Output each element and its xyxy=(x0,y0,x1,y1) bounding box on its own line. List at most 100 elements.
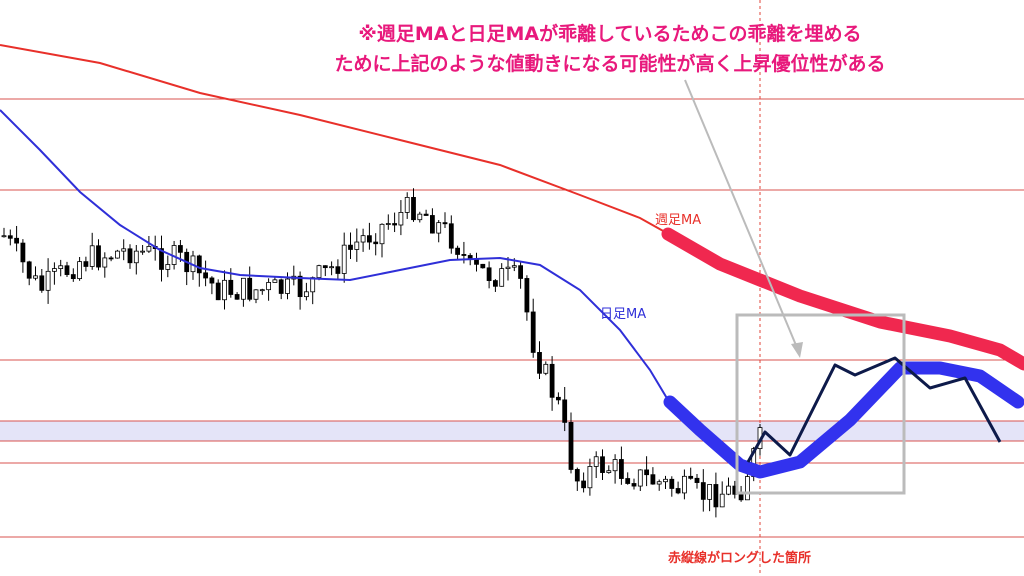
candle-body xyxy=(411,197,416,221)
candle-body xyxy=(373,241,379,245)
candle-body xyxy=(549,363,555,398)
candle-body xyxy=(215,282,221,301)
candle-body xyxy=(1,235,7,238)
candle-body xyxy=(499,268,505,287)
candle-body xyxy=(234,294,240,300)
candle-body xyxy=(631,483,637,487)
candle-body xyxy=(530,311,536,353)
candle-body xyxy=(429,215,435,234)
candle-body xyxy=(177,245,183,253)
candle-body xyxy=(121,248,127,252)
candle-body xyxy=(64,265,70,275)
candle-body xyxy=(511,265,517,268)
candle-body xyxy=(366,235,372,243)
candle-body xyxy=(644,469,649,476)
candle-body xyxy=(253,289,259,300)
candle-body xyxy=(329,266,335,269)
candle-body xyxy=(385,223,391,225)
candle-body xyxy=(83,261,89,267)
candle-body xyxy=(562,399,568,423)
annotation-line: ために上記のような値動きになる可能性が高く上昇優位性がある xyxy=(334,52,885,75)
candle-body xyxy=(20,242,26,263)
candle-body xyxy=(14,237,20,244)
candle-body xyxy=(310,277,316,293)
candle-body xyxy=(146,246,152,252)
zone-band xyxy=(0,421,1024,441)
candle-body xyxy=(392,223,398,226)
candle-body xyxy=(537,352,542,374)
horizontal-lines xyxy=(0,98,1024,538)
candle-body xyxy=(675,488,681,494)
candle-body xyxy=(404,197,410,213)
candle-body xyxy=(259,289,265,292)
candle-body xyxy=(656,481,662,485)
candle-body xyxy=(455,247,461,255)
candle-body xyxy=(682,475,687,494)
entry-label: 赤縦線がロングした箇所 xyxy=(668,550,811,566)
candle-body xyxy=(600,456,605,473)
candle-body xyxy=(102,257,108,268)
candle-body xyxy=(417,213,423,221)
candle-body xyxy=(694,477,700,483)
candles xyxy=(1,188,763,518)
candle-body xyxy=(436,222,442,234)
candle-body xyxy=(688,475,694,479)
candle-body xyxy=(45,270,51,291)
candle-body xyxy=(745,476,750,501)
candle-body xyxy=(89,245,95,267)
arrow-shaft xyxy=(684,79,799,351)
focus-box xyxy=(735,313,906,495)
candle-body xyxy=(297,275,303,298)
candle-body xyxy=(719,493,725,508)
candle-body xyxy=(159,248,164,270)
candle-body xyxy=(593,456,599,467)
candle-body xyxy=(77,261,82,280)
weekly-ma-label: 週足MA xyxy=(655,213,701,228)
candle-body xyxy=(619,459,624,479)
candle-body xyxy=(33,275,38,279)
candle-body xyxy=(612,459,618,472)
candle-body xyxy=(39,275,45,291)
candle-body xyxy=(360,235,366,243)
candle-body xyxy=(348,244,353,250)
candle-body xyxy=(303,291,309,298)
candle-body xyxy=(127,248,133,264)
daily-ma-line xyxy=(0,109,669,401)
candle-body xyxy=(524,278,530,313)
candle-body xyxy=(707,484,712,500)
candle-body xyxy=(247,277,253,300)
weekly-ma-line xyxy=(0,44,666,233)
candle-body xyxy=(738,493,744,501)
candle-body xyxy=(228,279,234,295)
candle-body xyxy=(266,282,272,291)
candle-body xyxy=(581,480,586,489)
candle-body xyxy=(587,466,593,489)
candle-body xyxy=(486,267,492,281)
candle-body xyxy=(165,264,171,270)
candle-body xyxy=(108,257,114,260)
candle-body xyxy=(316,265,322,278)
candle-body xyxy=(505,266,511,269)
candle-body xyxy=(556,396,561,401)
candle-body xyxy=(467,255,473,259)
candle-body xyxy=(726,485,731,495)
candle-body xyxy=(543,363,549,374)
candle-body xyxy=(7,235,13,239)
candle-body xyxy=(240,277,246,300)
candle-body xyxy=(209,277,215,284)
price-projection xyxy=(746,356,1002,463)
candle-body xyxy=(650,474,656,485)
candle-body xyxy=(480,263,486,269)
candle-body xyxy=(700,482,706,500)
candle-body xyxy=(448,223,454,249)
candle-body xyxy=(568,421,574,470)
candle-body xyxy=(140,250,146,253)
candle-body xyxy=(606,470,612,473)
candle-body xyxy=(322,265,328,269)
candle-body xyxy=(52,268,57,272)
candle-body xyxy=(637,469,643,487)
candle-body xyxy=(115,250,120,259)
candle-body xyxy=(625,478,631,484)
